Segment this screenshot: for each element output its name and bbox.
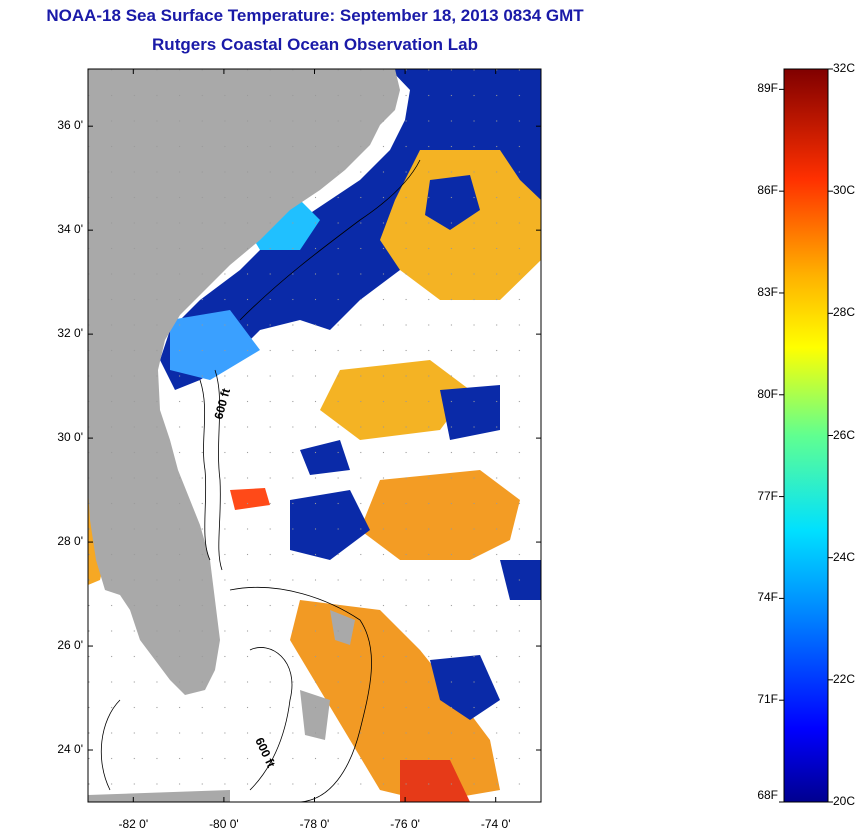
lat-label: 36 0' [57, 118, 83, 133]
celsius-label: 32C [833, 61, 856, 75]
fahrenheit-label: 77F [757, 488, 778, 503]
fahrenheit-label: 74F [757, 590, 778, 605]
lat-label: 24 0' [57, 742, 83, 756]
colorbar-ticks [779, 68, 833, 803]
lat-label: 26 0' [57, 638, 83, 653]
celsius-label: 30C [833, 183, 856, 198]
fahrenheit-label: 80F [757, 386, 778, 401]
colorbar [783, 68, 829, 803]
lon-label: -78 0' [299, 817, 330, 831]
celsius-label: 28C [833, 305, 856, 320]
map-title: NOAA-18 Sea Surface Temperature: Septemb… [46, 6, 584, 25]
axis-ticks [88, 69, 541, 802]
lon-label: -82 0' [118, 817, 149, 831]
fahrenheit-label: 71F [757, 692, 778, 707]
lon-label: -80 0' [209, 817, 239, 831]
celsius-label: 24C [833, 549, 856, 564]
lon-label: -74 0' [480, 817, 511, 831]
fahrenheit-label: 89F [757, 81, 778, 96]
celsius-label: 20C [833, 794, 856, 808]
lat-label: 30 0' [57, 430, 83, 445]
lat-label: 34 0' [57, 222, 83, 237]
celsius-label: 26C [833, 427, 856, 442]
map-subtitle: Rutgers Coastal Ocean Observation Lab [152, 35, 478, 54]
lat-label: 32 0' [57, 326, 83, 341]
fahrenheit-label: 68F [757, 788, 778, 802]
lat-label: 28 0' [57, 534, 83, 549]
fahrenheit-label: 83F [757, 284, 778, 299]
celsius-label: 22C [833, 671, 856, 686]
fahrenheit-label: 86F [757, 183, 778, 198]
map-area [88, 69, 541, 802]
lon-label: -76 0' [390, 817, 420, 831]
